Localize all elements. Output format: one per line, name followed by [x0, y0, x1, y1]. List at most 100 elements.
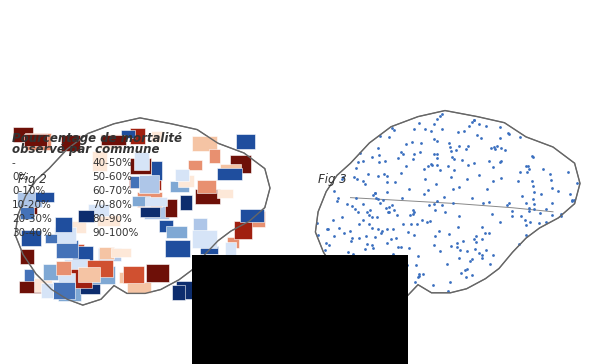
Text: 80-90%: 80-90%	[92, 214, 132, 224]
Point	[423, 187, 433, 193]
Point	[339, 230, 349, 236]
FancyBboxPatch shape	[209, 149, 220, 163]
Point	[377, 228, 386, 234]
Point	[469, 117, 478, 123]
Point	[359, 201, 368, 207]
FancyBboxPatch shape	[100, 247, 115, 258]
Point	[465, 258, 475, 264]
Point	[541, 219, 551, 225]
Point	[374, 153, 383, 158]
Point	[475, 250, 484, 256]
Point	[371, 296, 381, 302]
Point	[505, 131, 514, 136]
Point	[355, 150, 365, 156]
Point	[358, 158, 368, 164]
Point	[436, 248, 445, 254]
Text: Pourcentage de mortalité: Pourcentage de mortalité	[12, 132, 182, 145]
FancyBboxPatch shape	[53, 282, 75, 299]
Point	[489, 144, 499, 150]
Point	[364, 212, 374, 218]
Point	[346, 238, 356, 244]
Point	[393, 155, 403, 161]
Point	[477, 252, 487, 258]
Point	[419, 166, 429, 172]
Polygon shape	[15, 118, 270, 305]
Point	[521, 201, 531, 206]
FancyBboxPatch shape	[180, 195, 192, 210]
FancyBboxPatch shape	[20, 204, 34, 219]
FancyBboxPatch shape	[13, 127, 33, 142]
Point	[457, 157, 467, 163]
Point	[380, 158, 390, 164]
Point	[469, 161, 479, 166]
Bar	[192, 255, 408, 364]
FancyBboxPatch shape	[139, 175, 159, 193]
Text: Fig 2: Fig 2	[18, 173, 47, 186]
FancyBboxPatch shape	[176, 281, 202, 299]
Point	[404, 186, 414, 191]
Point	[387, 202, 397, 208]
Point	[496, 135, 505, 141]
Point	[464, 123, 474, 129]
FancyBboxPatch shape	[130, 158, 151, 174]
Point	[488, 163, 498, 169]
FancyBboxPatch shape	[220, 164, 241, 173]
Point	[392, 212, 402, 218]
Point	[427, 162, 437, 168]
Point	[478, 224, 487, 230]
Point	[329, 188, 339, 194]
FancyBboxPatch shape	[170, 181, 190, 193]
FancyBboxPatch shape	[61, 135, 80, 151]
Point	[364, 294, 374, 300]
Point	[507, 213, 517, 219]
Point	[563, 169, 573, 175]
Text: 20-30%: 20-30%	[12, 214, 52, 224]
FancyBboxPatch shape	[80, 281, 100, 294]
FancyBboxPatch shape	[188, 160, 202, 170]
Point	[320, 247, 329, 253]
FancyBboxPatch shape	[67, 269, 92, 288]
Text: -: -	[12, 158, 16, 168]
Polygon shape	[316, 111, 580, 305]
Point	[482, 186, 492, 192]
Point	[470, 117, 479, 123]
Point	[345, 228, 355, 234]
FancyBboxPatch shape	[56, 261, 71, 276]
FancyBboxPatch shape	[137, 192, 162, 207]
Point	[461, 146, 471, 152]
FancyBboxPatch shape	[192, 136, 217, 151]
FancyBboxPatch shape	[217, 168, 242, 180]
Point	[409, 209, 419, 215]
Point	[520, 217, 530, 223]
Text: 60-70%: 60-70%	[92, 186, 132, 196]
Point	[321, 240, 331, 246]
Point	[350, 206, 359, 211]
Point	[410, 279, 419, 285]
Point	[492, 143, 502, 149]
Point	[338, 174, 347, 180]
Point	[407, 139, 417, 145]
Point	[386, 236, 395, 242]
Point	[329, 233, 338, 238]
Point	[343, 249, 353, 255]
FancyBboxPatch shape	[43, 264, 68, 280]
Point	[445, 144, 455, 150]
Point	[362, 209, 372, 215]
FancyBboxPatch shape	[73, 244, 84, 261]
Point	[449, 167, 459, 173]
Point	[388, 226, 398, 232]
Point	[526, 219, 535, 225]
Point	[528, 154, 538, 160]
Point	[482, 123, 491, 129]
Point	[432, 162, 442, 168]
Point	[454, 143, 464, 149]
Point	[496, 145, 505, 151]
Point	[481, 248, 491, 253]
Point	[328, 217, 338, 223]
Point	[379, 171, 388, 177]
Point	[433, 151, 442, 157]
Point	[472, 132, 482, 138]
Point	[370, 190, 379, 196]
Point	[368, 245, 378, 251]
Point	[313, 232, 322, 238]
